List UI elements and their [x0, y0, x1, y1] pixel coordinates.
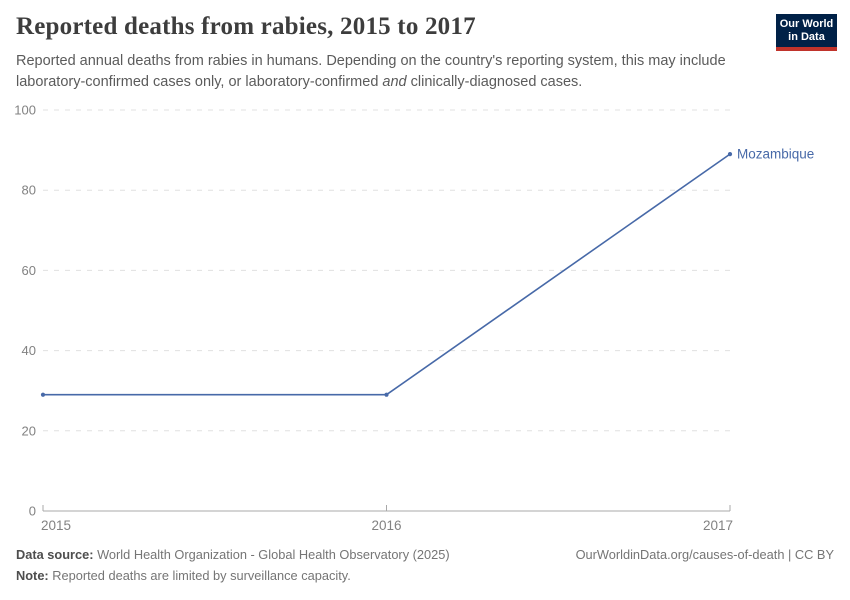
y-tick-label: 20 [22, 423, 36, 438]
owid-logo-red-bar [776, 47, 837, 51]
data-source-line: Data source: World Health Organization -… [16, 544, 450, 565]
subtitle-text-1: Reported annual deaths from rabies in hu… [16, 53, 726, 90]
owid-logo-text: Our World in Data [776, 14, 837, 47]
y-tick-label: 60 [22, 263, 36, 278]
x-tick-label: 2016 [371, 518, 401, 533]
data-source-label: Data source: [16, 547, 94, 562]
owid-url-link[interactable]: OurWorldinData.org/causes-of-death | CC … [575, 547, 834, 562]
note-label: Note: [16, 568, 49, 583]
owid-logo[interactable]: Our World in Data [776, 14, 837, 51]
x-tick-label: 2017 [703, 518, 733, 533]
entity-label[interactable]: Mozambique [737, 147, 814, 162]
y-tick-label: 0 [29, 504, 36, 519]
x-tick-label: 2015 [41, 518, 71, 533]
data-point[interactable] [384, 392, 389, 397]
data-point[interactable] [727, 152, 733, 157]
y-tick-label: 80 [22, 183, 36, 198]
owid-logo-line1: Our World [779, 18, 834, 30]
data-source-text: World Health Organization - Global Healt… [93, 547, 450, 562]
y-tick-label: 100 [14, 103, 36, 118]
chart-subtitle: Reported annual deaths from rabies in hu… [16, 51, 758, 93]
note-text: Reported deaths are limited by surveilla… [48, 568, 351, 583]
owid-logo-line2: in Data [788, 31, 825, 43]
subtitle-text-2: clinically-diagnosed cases. [406, 74, 583, 90]
subtitle-text-italic: and [382, 74, 407, 90]
y-tick-label: 40 [22, 343, 36, 358]
page-title: Reported deaths from rabies, 2015 to 201… [16, 13, 476, 40]
note-line: Note: Reported deaths are limited by sur… [16, 568, 351, 583]
data-point[interactable] [40, 392, 46, 397]
chart-footer: Data source: World Health Organization -… [16, 544, 834, 586]
